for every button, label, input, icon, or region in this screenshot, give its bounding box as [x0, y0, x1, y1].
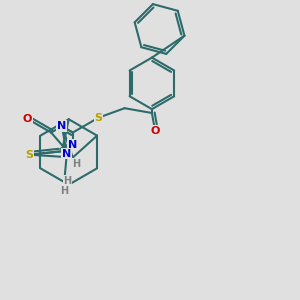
Text: O: O [150, 126, 160, 136]
Text: N: N [57, 121, 67, 131]
Text: S: S [94, 113, 103, 123]
Text: N: N [68, 140, 77, 150]
Text: N: N [62, 148, 71, 159]
Text: O: O [22, 114, 32, 124]
Text: H: H [73, 158, 81, 169]
Text: H: H [61, 186, 69, 196]
Text: S: S [26, 150, 33, 160]
Text: H: H [64, 176, 72, 186]
